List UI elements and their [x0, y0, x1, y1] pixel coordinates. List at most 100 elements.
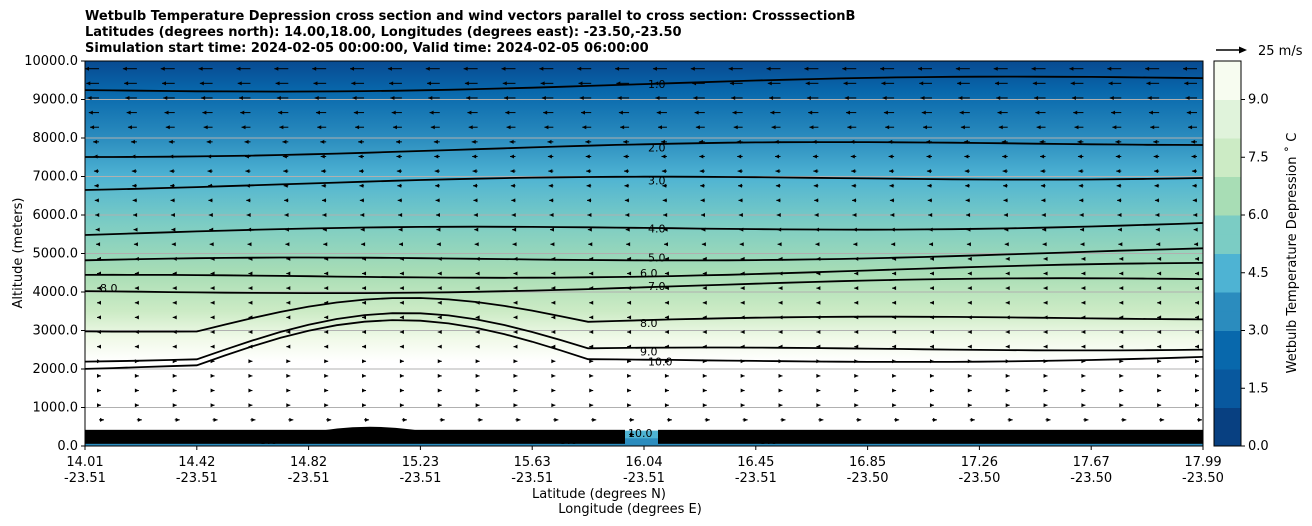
- wind-vector-head: [895, 417, 900, 422]
- wind-vector-head: [738, 213, 743, 217]
- wind-vector-head: [624, 169, 629, 174]
- wind-vector-head: [1043, 388, 1048, 393]
- wind-vector-head: [322, 213, 327, 217]
- wind-vector-head: [694, 110, 699, 115]
- wind-vector-head: [397, 198, 402, 203]
- wind-vector-head: [321, 198, 326, 203]
- wind-vector-head: [854, 388, 859, 393]
- wind-vector-head: [705, 432, 710, 437]
- wind-vector-head: [662, 183, 667, 188]
- contour-label: 7.0: [648, 280, 666, 293]
- wind-vector-head: [437, 359, 442, 364]
- wind-vector-head: [435, 198, 440, 203]
- wind-vector-head: [700, 198, 705, 203]
- wind-vector-head: [1122, 417, 1127, 422]
- wind-vector-head: [434, 169, 439, 174]
- wind-vector-head: [88, 110, 93, 115]
- wind-vector-head: [967, 315, 972, 320]
- x-tick-label-lon: -23.51: [735, 471, 777, 486]
- wind-vector-head: [1003, 213, 1008, 217]
- wind-vector-head: [932, 417, 937, 422]
- wind-vector-head: [324, 330, 329, 335]
- wind-vector-head: [502, 81, 507, 86]
- wind-vector-head: [1157, 330, 1162, 335]
- wind-vector-head: [917, 66, 922, 71]
- wind-vector-head: [127, 125, 132, 130]
- wind-vector-head: [321, 169, 326, 174]
- extra-contour-label: 5.0: [760, 434, 778, 447]
- wind-vector-head: [587, 198, 592, 203]
- extra-contour-label: 5.0: [560, 434, 578, 447]
- wind-vector-head: [248, 373, 253, 378]
- wind-vector-head: [1040, 183, 1045, 188]
- wind-vector-head: [1119, 300, 1124, 305]
- wind-vector-head: [1150, 125, 1155, 130]
- wind-vector-head: [1195, 359, 1199, 364]
- wind-vector-head: [623, 139, 628, 144]
- wind-vector-head: [778, 256, 783, 261]
- wind-vector-head: [892, 330, 897, 335]
- wind-vector-head: [389, 81, 394, 86]
- wind-vector-head: [702, 315, 707, 320]
- wind-vector-head: [1031, 66, 1036, 71]
- wind-vector-head: [778, 271, 783, 276]
- wind-vector-head: [842, 66, 847, 71]
- wind-vector-head: [705, 417, 710, 422]
- colorbar-segment: [1214, 157, 1241, 177]
- wind-vector-head: [1070, 81, 1075, 86]
- contour-line-7.0: [85, 277, 1203, 294]
- wind-vector-head: [1035, 110, 1040, 115]
- wind-vector-head: [664, 403, 669, 408]
- colorbar-segment: [1214, 253, 1241, 274]
- wind-vector-head: [806, 95, 811, 100]
- wind-vector-head: [358, 154, 363, 159]
- x-tick-label-lat: 17.26: [961, 455, 998, 470]
- wind-vector-head: [589, 373, 594, 378]
- wind-vector-head: [700, 183, 705, 188]
- wind-vector-head: [1043, 403, 1048, 408]
- wind-vector-head: [1198, 432, 1202, 437]
- wind-vector-head: [513, 388, 518, 393]
- wind-vector-head: [1160, 432, 1165, 437]
- wind-vector-head: [919, 81, 924, 86]
- wind-vector-head: [816, 388, 821, 393]
- wind-vector-head: [775, 183, 780, 188]
- wind-vector-head: [324, 286, 329, 291]
- wind-vector-head: [360, 227, 365, 232]
- wind-vector-head: [1118, 242, 1123, 247]
- wind-vector-head: [399, 403, 404, 408]
- wind-vector-head: [854, 271, 859, 276]
- wind-vector-head: [736, 139, 741, 144]
- wind-vector-head: [1193, 227, 1198, 232]
- y-tick-label: 1000.0: [33, 401, 79, 416]
- wind-vector-head: [663, 242, 668, 247]
- wind-vector-head: [778, 330, 783, 335]
- wind-vector-head: [283, 183, 288, 188]
- wind-vector-head: [436, 227, 441, 232]
- wind-vector-head: [513, 300, 518, 305]
- colorbar-segment: [1214, 138, 1241, 158]
- wind-vector-head: [1081, 256, 1086, 261]
- extra-contour-label: 10.0: [628, 427, 653, 440]
- wind-vector-head: [351, 81, 356, 86]
- wind-vector-head: [804, 66, 809, 71]
- wind-vector-head: [1117, 198, 1122, 203]
- wind-vector-head: [274, 66, 279, 71]
- wind-vector-head: [1042, 227, 1047, 232]
- wind-vector-head: [998, 125, 1003, 130]
- wind-vector-head: [399, 373, 404, 378]
- colorbar-segment: [1214, 330, 1241, 351]
- wind-vector-head: [702, 403, 707, 408]
- x-axis-label-2: Longitude (degrees E): [558, 502, 702, 517]
- wind-vector-head: [664, 373, 669, 378]
- wind-vector-head: [437, 388, 442, 393]
- chart-title-line-1: Wetbulb Temperature Depression cross sec…: [85, 9, 856, 24]
- wind-vector-head: [248, 359, 253, 364]
- wind-vector-head: [210, 286, 215, 291]
- wind-vector-head: [251, 417, 256, 422]
- wind-vector-head: [97, 315, 101, 320]
- wind-vector-head: [427, 81, 432, 86]
- wind-vector-head: [1005, 359, 1010, 364]
- wind-vector-head: [1157, 286, 1162, 291]
- wind-vector-head: [478, 417, 483, 422]
